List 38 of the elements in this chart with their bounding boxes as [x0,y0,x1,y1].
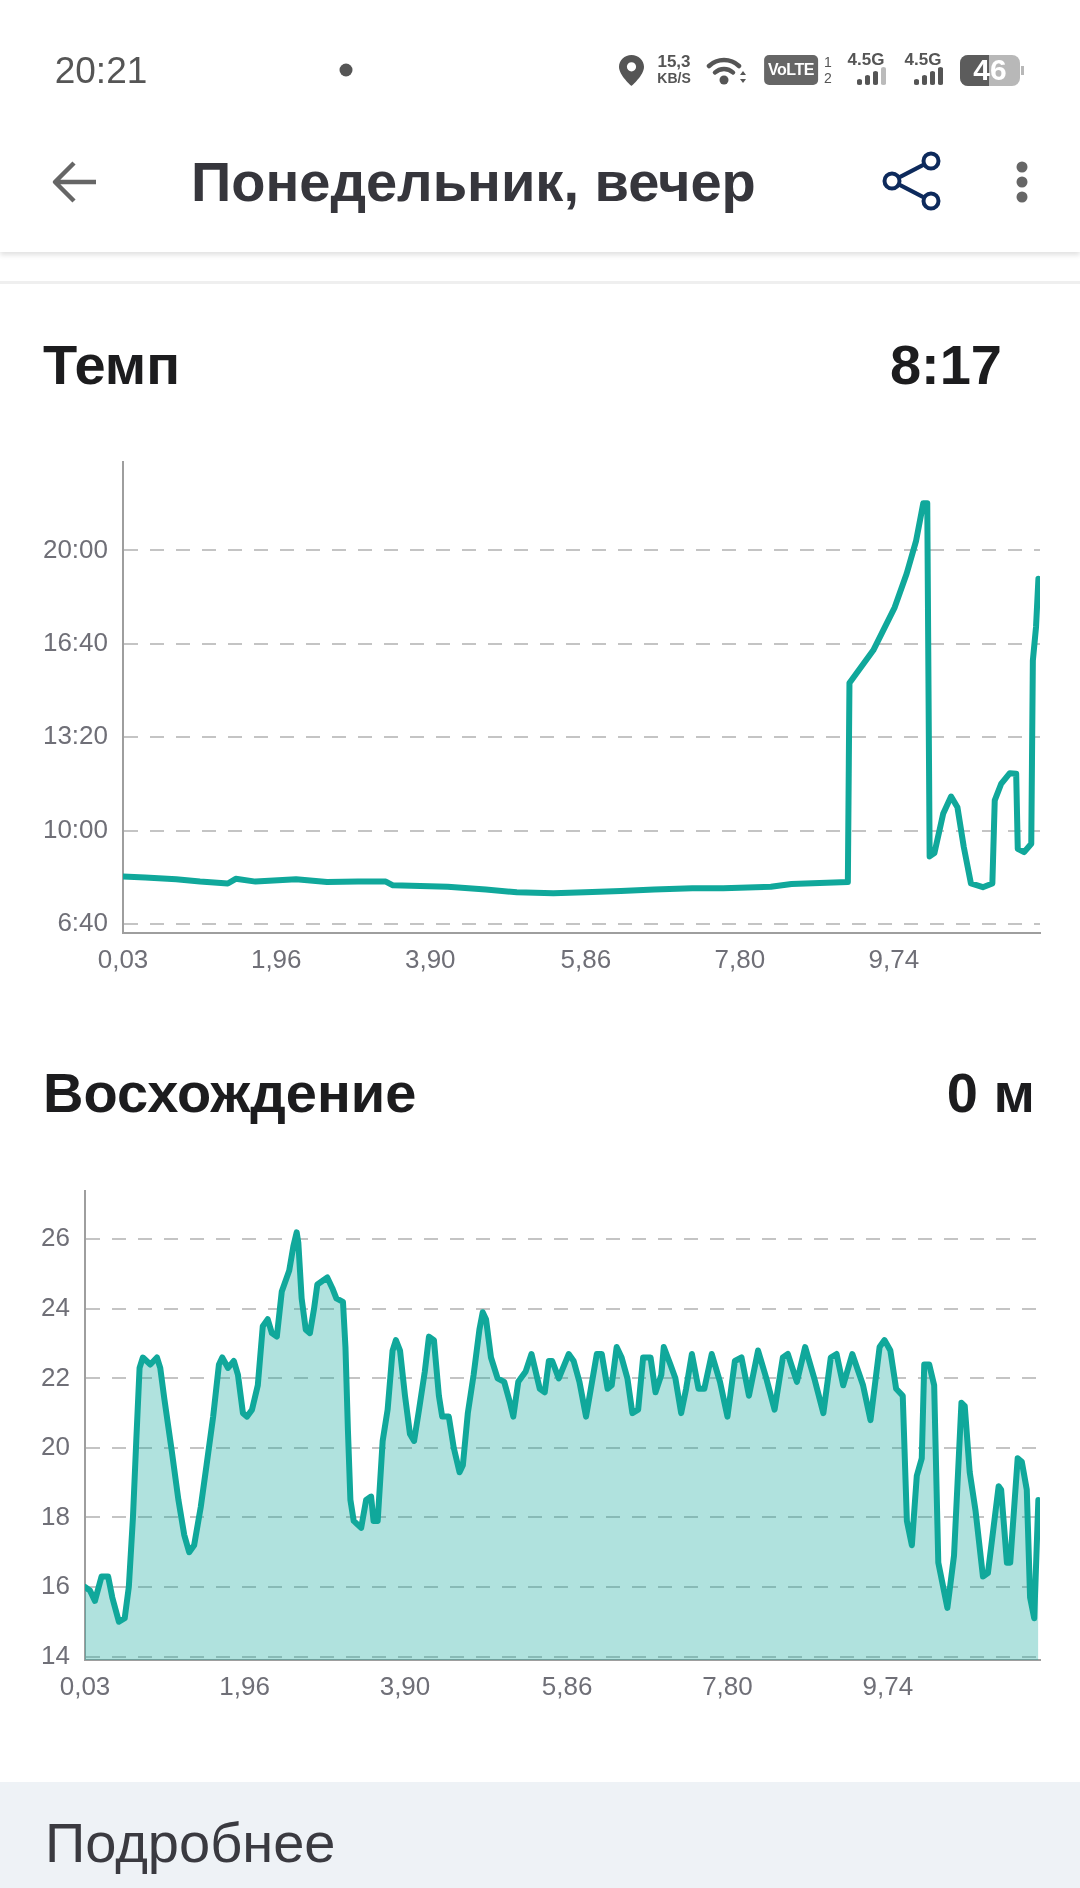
x-tick-label: 9,74 [868,943,920,974]
text: Подробнее [45,1811,336,1874]
x-tick-label: 5,86 [541,1670,593,1701]
x-tick-label: 9,74 [862,1670,914,1701]
y-tick-label: 16 [41,1570,70,1601]
text: Понедельник, вечер [191,150,756,213]
y-tick-label: 6:40 [57,907,108,938]
text: 4.5G [847,49,885,69]
y-tick-label: 26 [41,1222,70,1253]
y-tick-label: 24 [41,1291,70,1322]
y-tick-label: 13:20 [42,720,108,751]
y-tick-label: 14 [41,1639,70,1670]
text: 20:21 [54,49,148,91]
x-tick-label: 3,90 [379,1670,431,1701]
chart-title: Темп [43,333,181,396]
x-tick-label: 7,80 [702,1670,753,1701]
text: 8:17 [889,333,1002,396]
y-tick-label: 16:40 [42,626,108,657]
text: 4.5G [904,49,942,69]
y-tick-label: 20:00 [42,533,108,564]
x-tick-label: 7,80 [714,943,766,974]
y-tick-label: 18 [41,1500,70,1531]
y-tick-label: 20 [41,1431,70,1462]
y-tick-label: 22 [41,1361,70,1392]
text: 15,3 [657,51,691,71]
text: KB/S [657,70,691,86]
text: 1 [824,54,832,70]
x-tick-label: 0,03 [59,1670,111,1701]
x-tick-label: 5,86 [560,943,612,974]
y-tick-label: 10:00 [42,813,108,844]
x-tick-label: 0,03 [97,943,149,974]
chart-title: Восхождение [43,1061,417,1124]
text: VoLTE [764,55,818,85]
x-tick-label: 3,90 [404,943,456,974]
x-tick-label: 1,96 [250,943,302,974]
text: 2 [824,70,832,86]
text: 0 м [946,1061,1035,1124]
x-tick-label: 1,96 [219,1670,270,1701]
